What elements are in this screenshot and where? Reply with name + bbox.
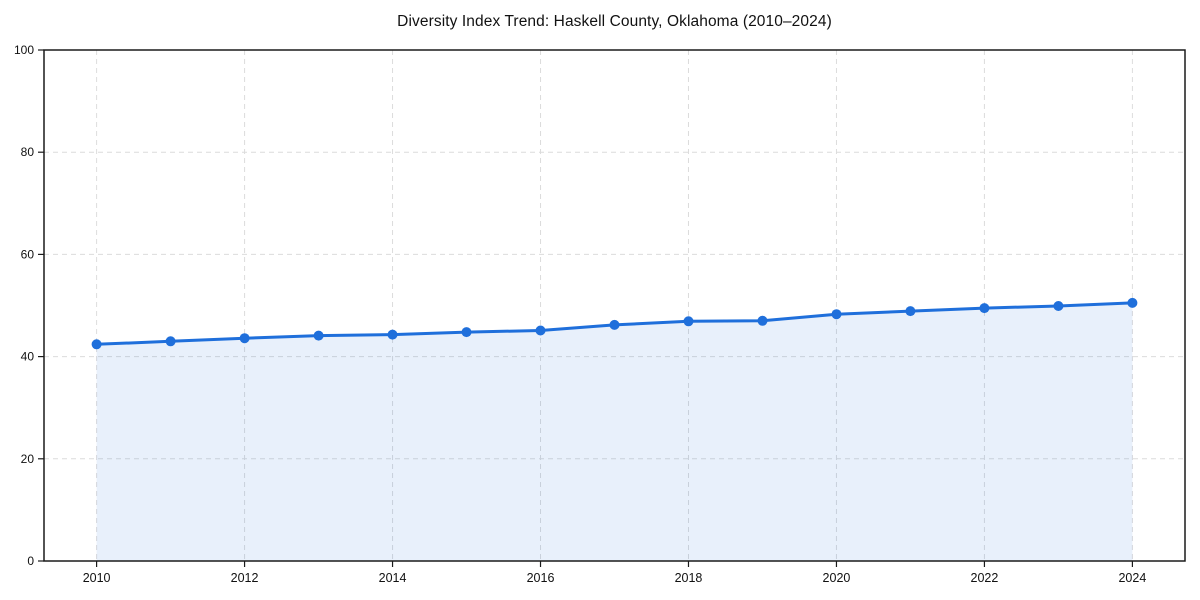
data-point-2010	[91, 339, 102, 350]
data-point-2019	[757, 315, 768, 326]
y-tick-label: 60	[21, 247, 35, 261]
data-point-2021	[905, 306, 916, 317]
x-tick-label: 2024	[1118, 571, 1146, 585]
chart-title: Diversity Index Trend: Haskell County, O…	[397, 13, 832, 30]
plot-border	[43, 49, 1186, 562]
data-point-2016	[535, 325, 546, 336]
y-tick-label: 20	[21, 452, 35, 466]
x-tick-label: 2020	[823, 571, 851, 585]
y-tick-label: 100	[14, 43, 34, 57]
data-point-2018	[683, 316, 694, 327]
data-point-2017	[609, 319, 620, 330]
y-tick-label: 80	[21, 145, 35, 159]
data-point-2014	[387, 329, 398, 340]
x-tick-label: 2016	[527, 571, 555, 585]
x-tick-label: 2010	[83, 571, 111, 585]
data-point-2024	[1127, 297, 1138, 308]
x-tick-label: 2018	[675, 571, 703, 585]
y-tick-label: 0	[27, 554, 34, 568]
x-tick-label: 2012	[231, 571, 259, 585]
data-point-2011	[165, 336, 176, 347]
data-point-2022	[979, 303, 990, 314]
area-fill	[96, 302, 1133, 561]
data-point-2020	[831, 309, 842, 320]
data-point-2015	[461, 327, 472, 338]
y-tick-label: 40	[21, 350, 35, 364]
data-point-2012	[239, 333, 250, 344]
data-point-2023	[1053, 301, 1064, 311]
x-tick-label: 2022	[971, 571, 999, 585]
data-point-2013	[313, 330, 324, 341]
x-tick-label: 2014	[379, 571, 407, 585]
